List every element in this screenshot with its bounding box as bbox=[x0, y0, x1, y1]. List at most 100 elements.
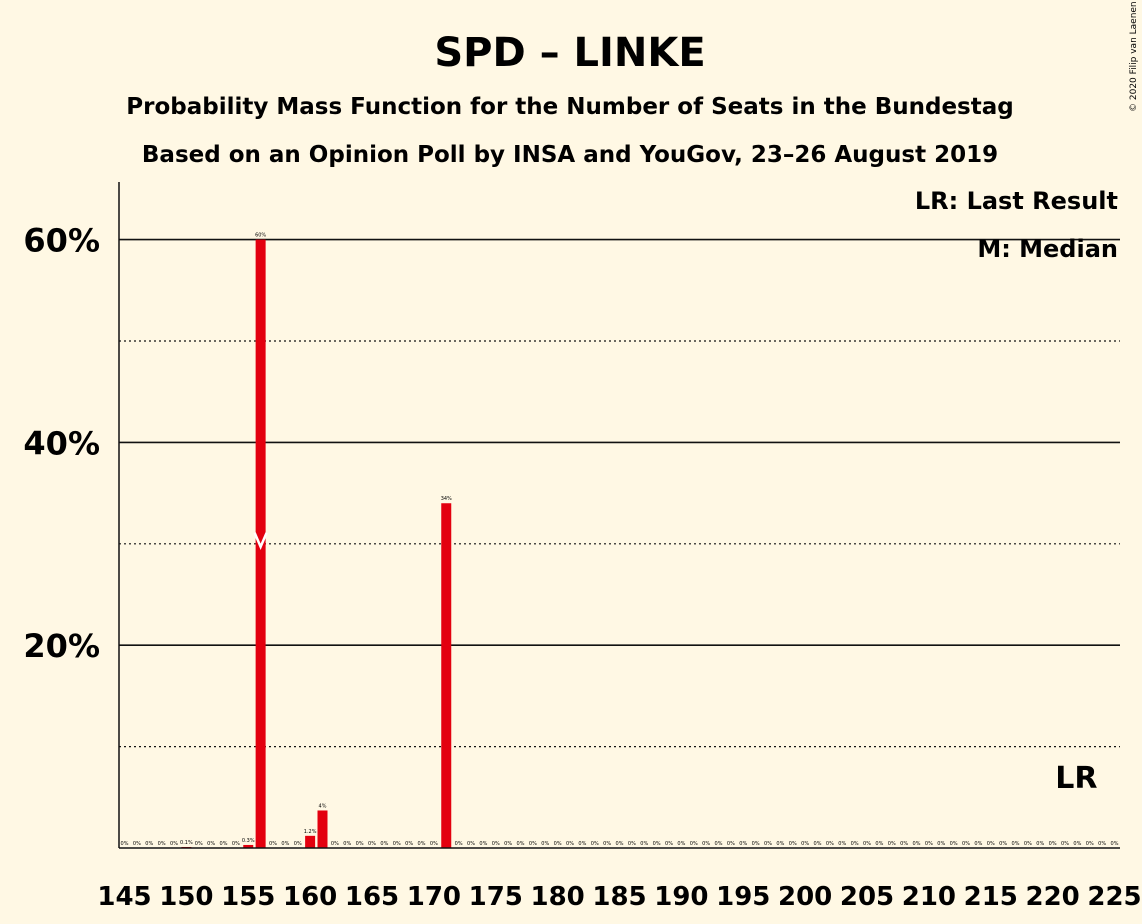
bar-seat-160 bbox=[305, 835, 316, 848]
chart-subtitle-2: Based on an Opinion Poll by INSA and You… bbox=[142, 142, 998, 168]
x-tick-label: 170 bbox=[407, 882, 461, 912]
chart-subtitle-1: Probability Mass Function for the Number… bbox=[126, 94, 1013, 120]
data-label-seat-216: 0% bbox=[999, 841, 1007, 847]
data-label-seat-153: 0% bbox=[220, 841, 228, 847]
legend-median: M: Median bbox=[977, 235, 1118, 263]
data-label-seat-198: 0% bbox=[776, 841, 784, 847]
x-tick-label: 225 bbox=[1087, 882, 1141, 912]
x-tick-label: 145 bbox=[97, 882, 151, 912]
data-label-seat-157: 0% bbox=[269, 841, 277, 847]
data-label-seat-187: 0% bbox=[640, 841, 648, 847]
chart-title: SPD – LINKE bbox=[434, 30, 705, 76]
data-label-seat-146: 0% bbox=[133, 841, 141, 847]
x-tick-label: 205 bbox=[840, 882, 894, 912]
x-tick-labels: 145 150 155 160 165 170 175 180 185 190 195 200 205 2… bbox=[97, 882, 1141, 912]
gridlines bbox=[119, 238, 1120, 748]
data-label-seat-201: 0% bbox=[814, 841, 822, 847]
median-marker bbox=[253, 532, 268, 550]
data-label-seat-176: 0% bbox=[504, 841, 512, 847]
y-tick-label: 60% bbox=[23, 222, 100, 260]
x-tick-label: 215 bbox=[964, 882, 1018, 912]
data-label-seat-196: 0% bbox=[752, 841, 760, 847]
legend-last-result: LR: Last Result bbox=[915, 187, 1118, 215]
data-label-seat-174: 0% bbox=[479, 841, 487, 847]
data-label-seat-182: 0% bbox=[578, 841, 586, 847]
data-label-seat-184: 0% bbox=[603, 841, 611, 847]
y-tick-labels: 20% 40% 60% bbox=[23, 222, 100, 666]
data-label-seat-199: 0% bbox=[789, 841, 797, 847]
data-label-seat-193: 0% bbox=[715, 841, 723, 847]
bar-seat-155 bbox=[243, 844, 254, 848]
x-tick-label: 155 bbox=[221, 882, 275, 912]
data-label-seat-168: 0% bbox=[405, 841, 413, 847]
data-label-seat-166: 0% bbox=[380, 841, 388, 847]
bar-seat-161 bbox=[317, 810, 328, 848]
data-label-seat-150: 0.1% bbox=[180, 840, 193, 846]
data-label-seat-222: 0% bbox=[1073, 841, 1081, 847]
data-label-seat-214: 0% bbox=[974, 841, 982, 847]
x-tick-label: 160 bbox=[283, 882, 337, 912]
data-label-seat-152: 0% bbox=[207, 841, 215, 847]
data-label-seat-183: 0% bbox=[591, 841, 599, 847]
bar-seat-171 bbox=[441, 503, 452, 848]
x-tick-label: 180 bbox=[530, 882, 584, 912]
x-tick-label: 150 bbox=[159, 882, 213, 912]
data-label-seat-145: 0% bbox=[121, 841, 129, 847]
data-label-seat-217: 0% bbox=[1012, 841, 1020, 847]
data-label-seat-163: 0% bbox=[343, 841, 351, 847]
data-label-seat-219: 0% bbox=[1036, 841, 1044, 847]
data-label-seat-189: 0% bbox=[665, 841, 673, 847]
data-label-seat-172: 0% bbox=[455, 841, 463, 847]
data-label-seat-190: 0% bbox=[677, 841, 685, 847]
y-tick-label: 20% bbox=[23, 627, 100, 665]
copyright-note: © 2020 Filip van Laenen bbox=[1129, 1, 1139, 112]
data-label-seat-218: 0% bbox=[1024, 841, 1032, 847]
last-result-marker: LR bbox=[1055, 761, 1097, 796]
data-label-seat-202: 0% bbox=[826, 841, 834, 847]
data-label-seat-179: 0% bbox=[541, 841, 549, 847]
data-label-seat-160: 1.2% bbox=[304, 829, 317, 835]
data-label-seat-194: 0% bbox=[727, 841, 735, 847]
x-tick-label: 200 bbox=[778, 882, 832, 912]
data-label-seat-220: 0% bbox=[1049, 841, 1057, 847]
data-label-seat-200: 0% bbox=[801, 841, 809, 847]
data-label-seat-181: 0% bbox=[566, 841, 574, 847]
data-label-seat-159: 0% bbox=[294, 841, 302, 847]
data-label-seat-185: 0% bbox=[616, 841, 624, 847]
data-label-seat-171: 34% bbox=[441, 496, 452, 502]
data-label-seat-148: 0% bbox=[158, 841, 166, 847]
data-label-seat-173: 0% bbox=[467, 841, 475, 847]
data-label-seat-158: 0% bbox=[281, 841, 289, 847]
data-label-seat-205: 0% bbox=[863, 841, 871, 847]
x-tick-label: 175 bbox=[469, 882, 523, 912]
data-label-seat-161: 4% bbox=[319, 803, 327, 809]
x-tick-label: 210 bbox=[902, 882, 956, 912]
data-label-seat-209: 0% bbox=[913, 841, 921, 847]
data-label-seat-147: 0% bbox=[145, 841, 153, 847]
data-label-seat-165: 0% bbox=[368, 841, 376, 847]
data-label-seat-207: 0% bbox=[888, 841, 896, 847]
data-label-seat-208: 0% bbox=[900, 841, 908, 847]
data-label-seat-151: 0% bbox=[195, 841, 203, 847]
data-label-seat-192: 0% bbox=[702, 841, 710, 847]
data-label-seat-224: 0% bbox=[1098, 841, 1106, 847]
data-label-seat-204: 0% bbox=[851, 841, 859, 847]
data-label-seat-154: 0% bbox=[232, 841, 240, 847]
data-label-seat-178: 0% bbox=[529, 841, 537, 847]
data-label-seat-221: 0% bbox=[1061, 841, 1069, 847]
data-label-seat-175: 0% bbox=[492, 841, 500, 847]
data-label-seat-188: 0% bbox=[653, 841, 661, 847]
data-label-seat-195: 0% bbox=[739, 841, 747, 847]
x-tick-label: 195 bbox=[716, 882, 770, 912]
data-label-seat-167: 0% bbox=[393, 841, 401, 847]
data-label-seat-180: 0% bbox=[554, 841, 562, 847]
data-label-seat-156: 60% bbox=[255, 233, 266, 239]
data-label-seat-191: 0% bbox=[690, 841, 698, 847]
data-labels: 0% 0% 0% 0% 0% 0.1% 0% 0% 0% 0%0.3%60%0% 0% 0%1.2%4… bbox=[121, 233, 1119, 847]
data-label-seat-149: 0% bbox=[170, 841, 178, 847]
data-label-seat-169: 0% bbox=[418, 841, 426, 847]
data-label-seat-213: 0% bbox=[962, 841, 970, 847]
x-tick-label: 165 bbox=[345, 882, 399, 912]
